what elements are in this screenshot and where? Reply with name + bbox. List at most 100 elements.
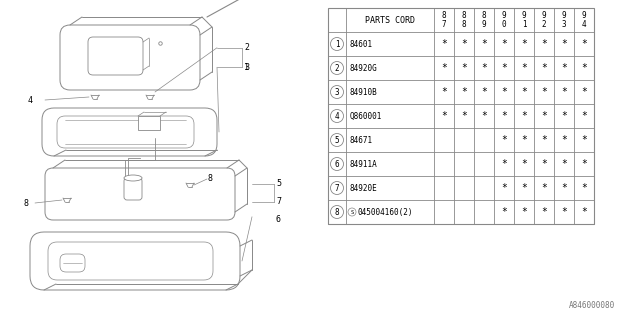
Text: *: * bbox=[521, 207, 527, 217]
Text: *: * bbox=[541, 63, 547, 73]
Text: 1: 1 bbox=[244, 63, 249, 72]
Text: *: * bbox=[481, 63, 487, 73]
FancyBboxPatch shape bbox=[60, 25, 200, 90]
Text: Q860001: Q860001 bbox=[350, 111, 382, 121]
Text: 84601: 84601 bbox=[350, 39, 373, 49]
Text: *: * bbox=[461, 87, 467, 97]
Text: 9: 9 bbox=[541, 11, 547, 20]
Text: 8: 8 bbox=[482, 11, 486, 20]
Text: *: * bbox=[541, 39, 547, 49]
Text: *: * bbox=[581, 159, 587, 169]
Text: 6: 6 bbox=[276, 215, 281, 224]
Text: *: * bbox=[541, 159, 547, 169]
Text: 8: 8 bbox=[208, 173, 213, 182]
Text: *: * bbox=[521, 63, 527, 73]
Text: 84910B: 84910B bbox=[350, 87, 378, 97]
Text: *: * bbox=[441, 39, 447, 49]
Text: 9: 9 bbox=[482, 20, 486, 28]
Text: 9: 9 bbox=[582, 11, 586, 20]
Text: 84671: 84671 bbox=[350, 135, 373, 145]
Text: 8: 8 bbox=[23, 198, 28, 207]
Text: 4: 4 bbox=[28, 95, 33, 105]
Text: *: * bbox=[501, 111, 507, 121]
Text: 3: 3 bbox=[244, 63, 249, 72]
Text: *: * bbox=[581, 207, 587, 217]
Text: S: S bbox=[350, 210, 354, 214]
Text: 0: 0 bbox=[502, 20, 506, 28]
Text: *: * bbox=[501, 207, 507, 217]
FancyBboxPatch shape bbox=[88, 37, 143, 75]
Text: *: * bbox=[581, 87, 587, 97]
FancyBboxPatch shape bbox=[30, 232, 240, 290]
Text: *: * bbox=[521, 111, 527, 121]
Text: 1: 1 bbox=[335, 39, 339, 49]
Text: 9: 9 bbox=[502, 11, 506, 20]
Text: *: * bbox=[501, 63, 507, 73]
Text: *: * bbox=[521, 135, 527, 145]
Text: 7: 7 bbox=[442, 20, 446, 28]
Text: 4: 4 bbox=[335, 111, 339, 121]
Text: *: * bbox=[561, 159, 567, 169]
Text: 1: 1 bbox=[522, 20, 526, 28]
Text: 5: 5 bbox=[276, 179, 281, 188]
Text: *: * bbox=[561, 111, 567, 121]
Text: 2: 2 bbox=[244, 43, 249, 52]
Text: *: * bbox=[581, 183, 587, 193]
Text: 2: 2 bbox=[335, 63, 339, 73]
Text: *: * bbox=[441, 87, 447, 97]
Text: *: * bbox=[561, 183, 567, 193]
FancyBboxPatch shape bbox=[42, 108, 217, 156]
Text: *: * bbox=[581, 135, 587, 145]
Text: PARTS CORD: PARTS CORD bbox=[365, 15, 415, 25]
Text: 7: 7 bbox=[276, 197, 281, 206]
Text: 84911A: 84911A bbox=[350, 159, 378, 169]
Text: 9: 9 bbox=[562, 11, 566, 20]
Text: *: * bbox=[561, 39, 567, 49]
Text: *: * bbox=[501, 135, 507, 145]
Ellipse shape bbox=[124, 175, 142, 181]
Text: 3: 3 bbox=[562, 20, 566, 28]
Text: *: * bbox=[481, 87, 487, 97]
Text: *: * bbox=[541, 135, 547, 145]
Text: 045004160(2): 045004160(2) bbox=[358, 207, 413, 217]
Text: A846000080: A846000080 bbox=[569, 301, 615, 310]
Text: *: * bbox=[561, 207, 567, 217]
Text: *: * bbox=[481, 39, 487, 49]
Text: 8: 8 bbox=[442, 11, 446, 20]
Text: *: * bbox=[521, 183, 527, 193]
FancyBboxPatch shape bbox=[124, 178, 142, 200]
Text: *: * bbox=[541, 87, 547, 97]
Text: 7: 7 bbox=[335, 183, 339, 193]
Text: 8: 8 bbox=[461, 11, 467, 20]
Text: *: * bbox=[561, 135, 567, 145]
Text: *: * bbox=[481, 111, 487, 121]
Text: 2: 2 bbox=[541, 20, 547, 28]
Text: *: * bbox=[541, 183, 547, 193]
Text: 8: 8 bbox=[461, 20, 467, 28]
Text: *: * bbox=[521, 39, 527, 49]
Text: *: * bbox=[581, 39, 587, 49]
Text: *: * bbox=[561, 87, 567, 97]
Text: *: * bbox=[501, 87, 507, 97]
Text: 9: 9 bbox=[522, 11, 526, 20]
Text: *: * bbox=[461, 39, 467, 49]
Text: *: * bbox=[441, 63, 447, 73]
Text: *: * bbox=[541, 207, 547, 217]
FancyBboxPatch shape bbox=[45, 168, 235, 220]
Text: *: * bbox=[581, 63, 587, 73]
Text: *: * bbox=[521, 159, 527, 169]
Bar bbox=[138, 116, 160, 130]
Text: 6: 6 bbox=[335, 159, 339, 169]
Text: *: * bbox=[501, 183, 507, 193]
Text: *: * bbox=[521, 87, 527, 97]
Text: 84920G: 84920G bbox=[350, 63, 378, 73]
Text: 3: 3 bbox=[335, 87, 339, 97]
Text: *: * bbox=[441, 111, 447, 121]
Text: *: * bbox=[581, 111, 587, 121]
Text: *: * bbox=[501, 159, 507, 169]
Bar bbox=[328, 8, 594, 224]
Text: 4: 4 bbox=[582, 20, 586, 28]
Text: *: * bbox=[501, 39, 507, 49]
Text: 8: 8 bbox=[335, 207, 339, 217]
Text: *: * bbox=[541, 111, 547, 121]
